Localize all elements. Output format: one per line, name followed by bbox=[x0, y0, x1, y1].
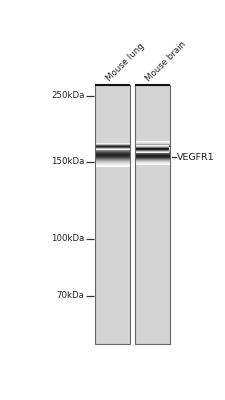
Bar bbox=[94, 85, 129, 344]
Text: Mouse brain: Mouse brain bbox=[144, 40, 187, 84]
Text: 70kDa: 70kDa bbox=[56, 292, 84, 300]
Bar bbox=[135, 85, 169, 344]
Text: 150kDa: 150kDa bbox=[51, 158, 84, 166]
Text: VEGFR1: VEGFR1 bbox=[177, 153, 214, 162]
Text: 250kDa: 250kDa bbox=[51, 91, 84, 100]
Text: Mouse lung: Mouse lung bbox=[104, 42, 145, 84]
Text: 100kDa: 100kDa bbox=[51, 234, 84, 244]
